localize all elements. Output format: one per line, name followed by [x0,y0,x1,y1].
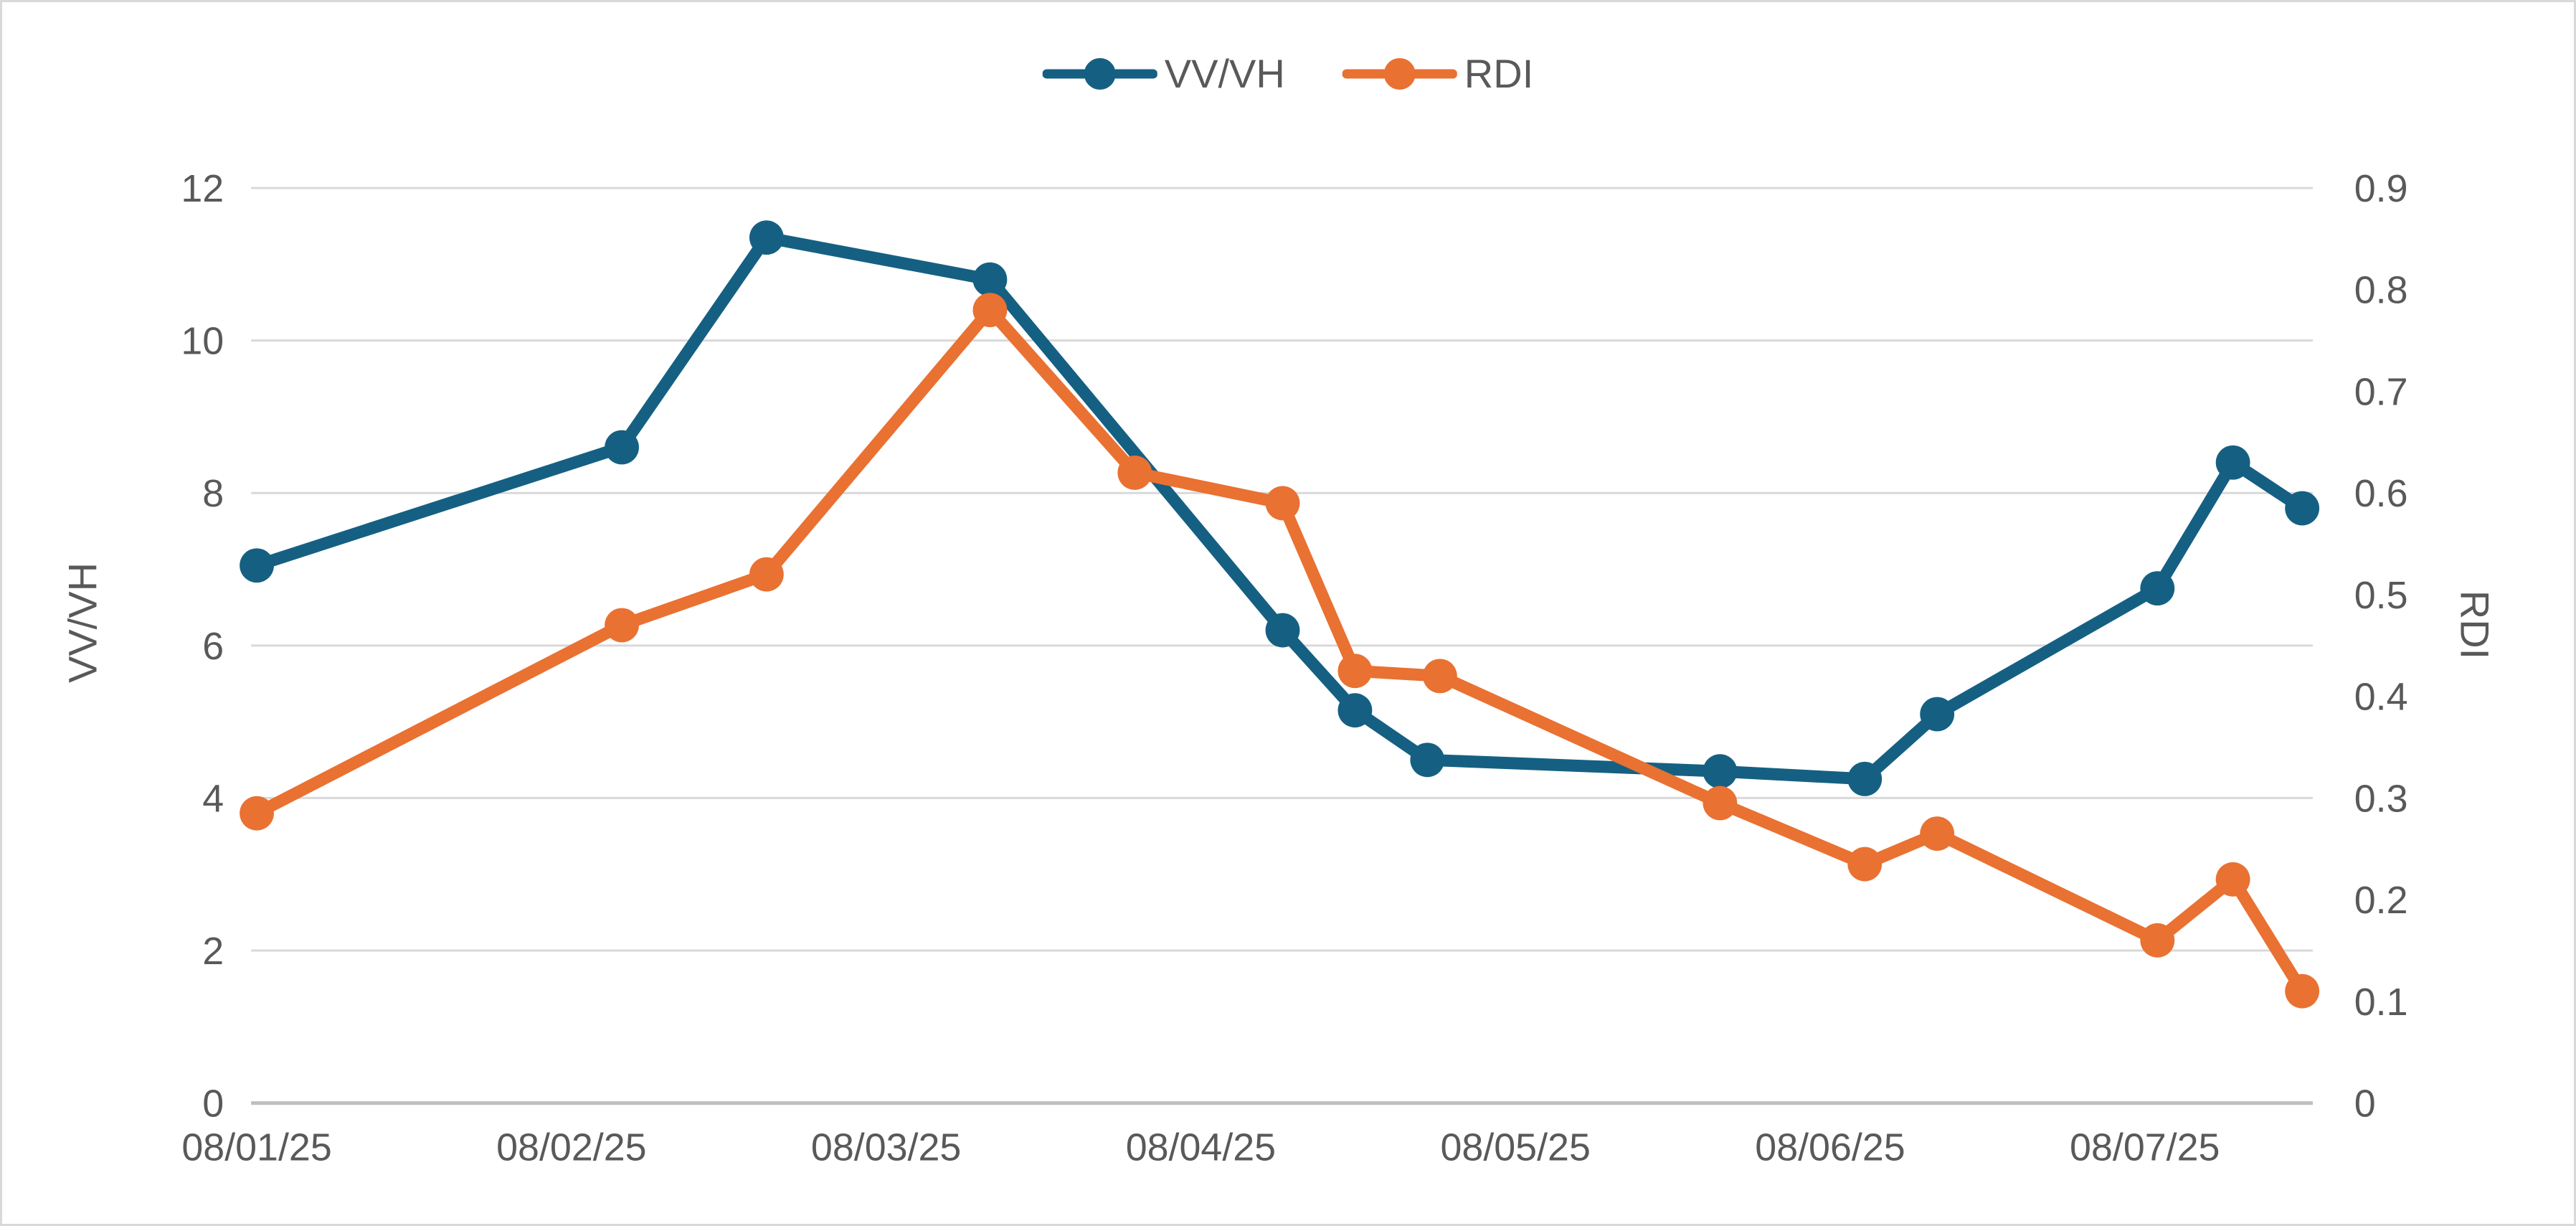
data-point-marker-vvvh[interactable] [240,548,274,583]
y-left-tick-label: 6 [202,625,224,668]
data-point-marker-rdi[interactable] [2140,923,2175,958]
y-right-tick-label: 0.4 [2354,676,2408,719]
y-left-tick-label: 0 [202,1083,224,1126]
data-point-marker-rdi[interactable] [1117,455,1152,490]
data-point-marker-vvvh[interactable] [1703,754,1738,789]
x-axis-tick-label: 08/07/25 [2070,1126,2220,1169]
data-point-marker-rdi[interactable] [749,557,784,592]
data-point-marker-vvvh[interactable] [2285,491,2320,526]
data-point-marker-vvvh[interactable] [1265,613,1300,648]
data-point-marker-rdi[interactable] [972,293,1008,328]
y-right-tick-label: 0.5 [2354,574,2408,617]
y-right-tick-label: 0.3 [2354,777,2408,820]
y-left-tick-label: 12 [181,167,224,210]
data-point-marker-rdi[interactable] [1920,816,1955,851]
y-right-tick-label: 0.8 [2354,269,2408,312]
x-axis-tick-label: 08/06/25 [1755,1126,1905,1169]
data-point-marker-vvvh[interactable] [1847,761,1883,796]
y-right-tick-label: 0.9 [2354,167,2408,210]
data-point-marker-vvvh[interactable] [972,262,1008,297]
y-right-tick-label: 0.2 [2354,879,2408,922]
right-axis-title: RDI [2452,590,2498,660]
legend-vvvh-marker-icon [1042,58,1157,90]
legend-item-rdi[interactable]: RDI [1342,51,1534,96]
data-point-marker-rdi[interactable] [1847,847,1883,882]
x-axis-tick-label: 08/03/25 [811,1126,961,1169]
x-axis-tick-label: 08/04/25 [1126,1126,1276,1169]
x-axis-tick-label: 08/02/25 [496,1126,646,1169]
data-point-marker-vvvh[interactable] [1410,742,1445,778]
data-point-marker-vvvh[interactable] [749,220,784,255]
data-point-marker-rdi[interactable] [605,608,639,643]
x-axis-tick-label: 08/01/25 [181,1126,331,1169]
legend-rdi-marker-icon [1342,58,1457,90]
y-right-tick-label: 0 [2354,1083,2376,1126]
chart-legend: VV/VH RDI [1042,51,1534,96]
data-point-marker-rdi[interactable] [2285,973,2320,1009]
x-axis-tick-label: 08/05/25 [1440,1126,1590,1169]
data-point-marker-rdi[interactable] [1703,786,1738,821]
data-point-marker-rdi[interactable] [1422,659,1457,694]
data-point-marker-vvvh[interactable] [1920,697,1955,732]
y-right-tick-label: 0.1 [2354,981,2408,1024]
y-left-tick-label: 10 [181,320,224,363]
y-left-tick-label: 2 [202,930,224,973]
legend-item-vvvh[interactable]: VV/VH [1042,51,1285,96]
legend-label-vvvh: VV/VH [1164,51,1285,96]
y-left-tick-label: 8 [202,472,224,515]
y-right-tick-label: 0.7 [2354,370,2408,413]
data-point-marker-vvvh[interactable] [2215,445,2250,480]
data-point-marker-rdi[interactable] [2215,862,2250,897]
y-left-tick-label: 4 [202,777,224,820]
data-point-marker-vvvh[interactable] [2140,571,2175,606]
data-point-marker-rdi[interactable] [1265,486,1300,521]
data-point-marker-vvvh[interactable] [1337,693,1373,728]
data-point-marker-rdi[interactable] [240,796,274,831]
left-axis-title: VV/VH [60,562,105,684]
series-line-rdi[interactable] [250,303,2309,998]
legend-label-rdi: RDI [1464,51,1534,96]
data-point-marker-vvvh[interactable] [605,430,639,465]
y-right-tick-label: 0.6 [2354,472,2408,515]
data-point-marker-rdi[interactable] [1337,654,1373,689]
